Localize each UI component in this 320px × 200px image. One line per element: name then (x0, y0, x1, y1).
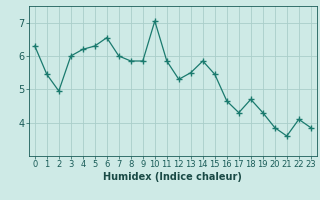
X-axis label: Humidex (Indice chaleur): Humidex (Indice chaleur) (103, 172, 242, 182)
